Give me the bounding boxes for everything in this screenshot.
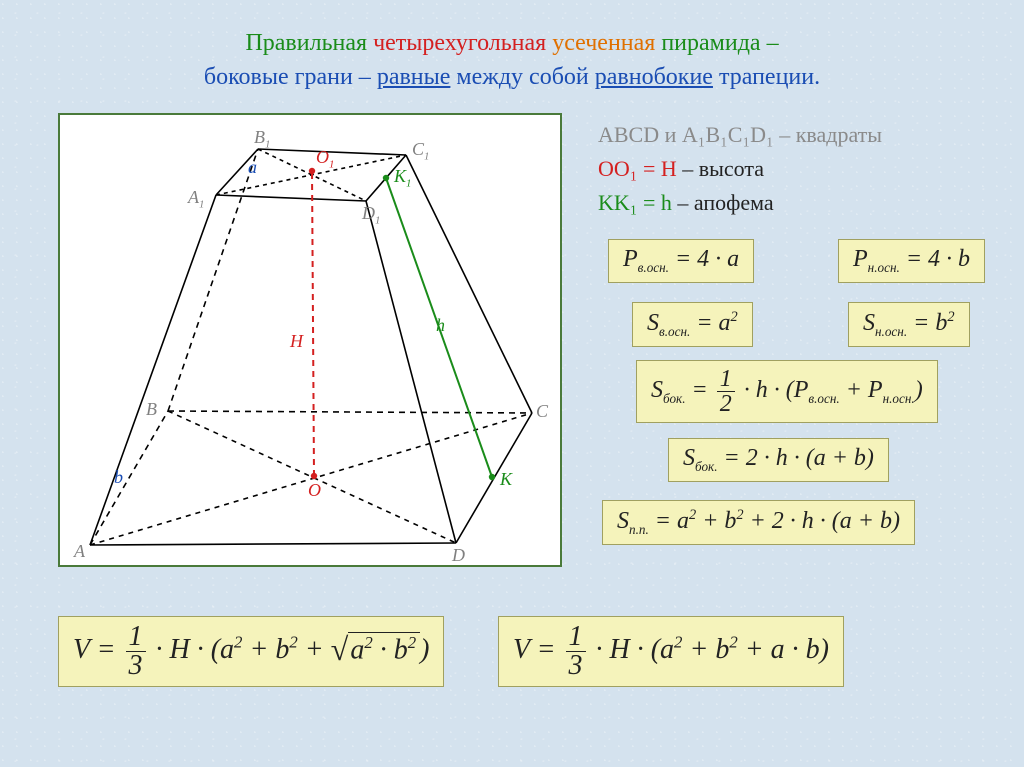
lhs: V = bbox=[513, 634, 563, 665]
title2-w2: равные bbox=[377, 64, 451, 90]
info-apothem-eq: KK₁ = h bbox=[598, 190, 672, 215]
formula-P-lower: Pн.осн. = 4 · b bbox=[838, 239, 985, 283]
ra: a bbox=[350, 634, 364, 665]
exp: 2 bbox=[731, 309, 738, 325]
p3: + bbox=[298, 634, 331, 665]
sym: S bbox=[647, 310, 659, 336]
pt-label: O1 bbox=[316, 147, 334, 171]
e2: 2 bbox=[736, 507, 743, 523]
title-line-1: Правильная четырехугольная усеченная пир… bbox=[0, 30, 1024, 57]
den: 3 bbox=[126, 652, 146, 680]
mid: · H · (a bbox=[589, 634, 675, 665]
sub: в.осн. bbox=[659, 324, 690, 339]
pt-label: A bbox=[74, 541, 85, 562]
info-apothem: KK₁ = h – апофема bbox=[598, 186, 1008, 220]
sub: н.осн. bbox=[868, 260, 900, 275]
pt-label: B bbox=[146, 399, 157, 420]
formula-S-lateral-1: Sбок. = 12 · h · (Pв.осн. + Pн.осн.) bbox=[636, 360, 938, 423]
formula-volume-1: V = 13 · H · (a2 + b2 + √a2 · b2) bbox=[58, 616, 444, 687]
sym: S bbox=[651, 377, 663, 403]
sub1: в.осн. bbox=[808, 391, 839, 406]
pt-label: h bbox=[436, 315, 445, 336]
title-w4: пирамида – bbox=[661, 30, 778, 56]
title-line-2: боковые грани – равные между собой равно… bbox=[0, 64, 1024, 91]
p2: + b bbox=[682, 634, 729, 665]
sub: н.осн. bbox=[875, 324, 907, 339]
diagram-frame: A B C D A1 B1 C1 D1 O O1 K K1 a b Hh bbox=[58, 113, 562, 567]
sub: бок. bbox=[663, 391, 686, 406]
p2: + b bbox=[242, 634, 289, 665]
rhs: = b bbox=[913, 310, 947, 336]
den: 2 bbox=[717, 392, 735, 416]
lhs: V = bbox=[73, 634, 123, 665]
num: 1 bbox=[126, 623, 146, 652]
pt-label: O bbox=[308, 480, 321, 501]
pt-label: H bbox=[290, 331, 303, 352]
title-w2: четырехугольная bbox=[373, 30, 546, 56]
rhs: = 4 · b bbox=[906, 246, 970, 272]
pt-label: A1 bbox=[188, 187, 204, 211]
info-squares: ABCD и A₁B₁C₁D₁ – квадраты bbox=[598, 118, 1008, 152]
formula-S-lower: Sн.осн. = b2 bbox=[848, 302, 970, 347]
rhs: = 2 · h · (a + b) bbox=[724, 445, 874, 471]
re1: 2 bbox=[364, 633, 372, 652]
e2: 2 bbox=[289, 633, 297, 652]
sub: бок. bbox=[695, 459, 718, 474]
mid: · H · (a bbox=[149, 634, 235, 665]
r2: + b bbox=[696, 508, 736, 534]
formula-S-lateral-2: Sбок. = 2 · h · (a + b) bbox=[668, 438, 889, 482]
pt-label: D bbox=[452, 545, 465, 566]
den: 3 bbox=[566, 652, 586, 680]
pt-label: C1 bbox=[412, 139, 429, 163]
exp: 2 bbox=[947, 309, 954, 325]
sqrt-icon: √ bbox=[331, 631, 349, 668]
sub: п.п. bbox=[629, 522, 649, 537]
title-w3: усеченная bbox=[552, 30, 655, 56]
pt-label: a bbox=[248, 157, 257, 178]
sym: P bbox=[853, 246, 868, 272]
formula-volume-2: V = 13 · H · (a2 + b2 + a · b) bbox=[498, 616, 844, 687]
p3: + a · b) bbox=[738, 634, 829, 665]
formula-S-upper: Sв.осн. = a2 bbox=[632, 302, 753, 347]
title2-w5: трапеции. bbox=[719, 64, 820, 90]
title-w1: Правильная bbox=[245, 30, 367, 56]
sub: в.осн. bbox=[638, 260, 669, 275]
pt-label: B1 bbox=[254, 127, 270, 151]
pre: = bbox=[692, 377, 714, 403]
formula-S-full: Sп.п. = a2 + b2 + 2 · h · (a + b) bbox=[602, 500, 915, 545]
sym: S bbox=[617, 508, 629, 534]
sym: P bbox=[623, 246, 638, 272]
info-height: OO₁ = H – высота bbox=[598, 152, 1008, 186]
re2: 2 bbox=[408, 633, 416, 652]
formula-P-upper: Pв.осн. = 4 · a bbox=[608, 239, 754, 283]
info-panel: ABCD и A₁B₁C₁D₁ – квадраты OO₁ = H – выс… bbox=[598, 118, 1008, 220]
e2: 2 bbox=[729, 633, 737, 652]
rhs: = a bbox=[696, 310, 730, 336]
r3: + 2 · h · (a + b) bbox=[744, 508, 900, 534]
rm: · b bbox=[373, 634, 408, 665]
pt-label: K bbox=[500, 469, 512, 490]
num: 1 bbox=[566, 623, 586, 652]
sub2: н.осн. bbox=[883, 391, 915, 406]
info-height-eq: OO₁ = H bbox=[598, 156, 677, 181]
rhs: = 4 · a bbox=[675, 246, 739, 272]
title2-w1: боковые грани – bbox=[204, 64, 371, 90]
title2-w4: равнобокие bbox=[595, 64, 713, 90]
sym: S bbox=[863, 310, 875, 336]
end: ) bbox=[420, 634, 429, 665]
post: · h · (P bbox=[738, 377, 809, 403]
title2-w3: между собой bbox=[456, 64, 588, 90]
pt-label: b bbox=[114, 467, 123, 488]
pt-label: K1 bbox=[394, 166, 411, 190]
info-height-txt: – высота bbox=[677, 156, 764, 181]
sym: S bbox=[683, 445, 695, 471]
pt-label: C bbox=[536, 401, 548, 422]
end: ) bbox=[915, 377, 923, 403]
mid: + P bbox=[840, 377, 883, 403]
pt-label: D1 bbox=[362, 203, 380, 227]
info-apothem-txt: – апофема bbox=[672, 190, 774, 215]
r1: = a bbox=[655, 508, 689, 534]
num: 1 bbox=[717, 367, 735, 392]
